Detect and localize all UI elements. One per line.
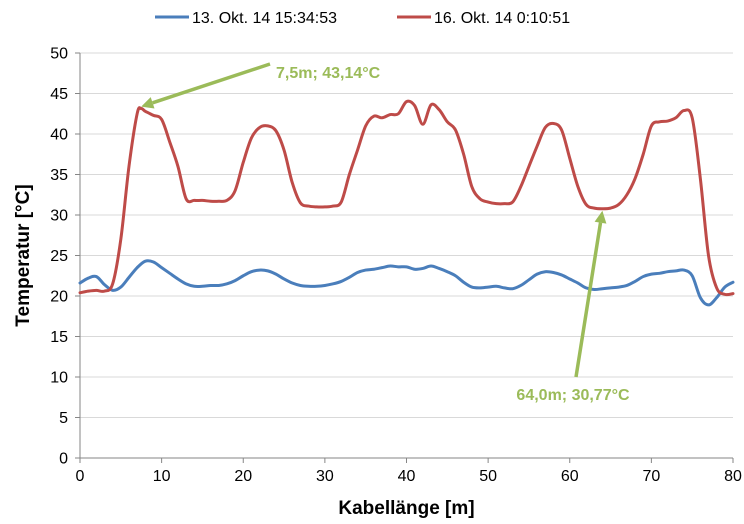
y-tick-label: 30 bbox=[50, 208, 68, 225]
y-tick-label: 10 bbox=[50, 370, 68, 387]
y-tick-label: 5 bbox=[59, 410, 68, 427]
annotation-label: 7,5m; 43,14°C bbox=[276, 65, 381, 82]
y-axis-title: Temperatur [°C] bbox=[13, 184, 34, 326]
y-tick-label: 0 bbox=[59, 451, 68, 468]
annotation-arrow-line bbox=[152, 62, 271, 105]
annotation-label: 64,0m; 30,77°C bbox=[516, 387, 630, 404]
y-tick-label: 25 bbox=[50, 248, 68, 265]
legend: 13. Okt. 14 15:34:53 16. Okt. 14 0:10:51 bbox=[155, 10, 570, 27]
x-tick-label: 0 bbox=[76, 468, 85, 485]
y-tick-label: 15 bbox=[50, 329, 68, 346]
x-tick-label: 40 bbox=[398, 468, 416, 485]
annotation-arrow-head bbox=[594, 210, 607, 224]
series-lines bbox=[78, 99, 735, 307]
y-tick-label: 20 bbox=[50, 289, 68, 306]
series-line-0 bbox=[78, 259, 735, 307]
x-tick-label: 20 bbox=[234, 468, 252, 485]
x-tick-label: 60 bbox=[561, 468, 579, 485]
y-tick-label: 40 bbox=[50, 127, 68, 144]
y-tick-label: 45 bbox=[50, 86, 68, 103]
y-tick-label: 35 bbox=[50, 167, 68, 184]
axes: 0 5 10 15 20 25 30 35 40 45 50 0 10 20 30 40 50 60 70 80 bbox=[50, 46, 742, 486]
x-tick-label: 80 bbox=[724, 468, 742, 485]
y-tick-label: 50 bbox=[50, 46, 68, 63]
legend-label: 16. Okt. 14 0:10:51 bbox=[434, 10, 570, 27]
x-tick-label: 70 bbox=[642, 468, 660, 485]
legend-label: 13. Okt. 14 15:34:53 bbox=[192, 10, 337, 27]
x-axis-title: Kabellänge [m] bbox=[338, 498, 474, 519]
series-line-1 bbox=[78, 99, 735, 297]
x-tick-label: 50 bbox=[479, 468, 497, 485]
annotation-arrow-line bbox=[574, 222, 603, 378]
x-tick-label: 10 bbox=[153, 468, 171, 485]
grid-lines bbox=[80, 52, 733, 418]
x-tick-label: 30 bbox=[316, 468, 334, 485]
annotation-arrow-head bbox=[141, 97, 155, 109]
annotations: 7,5m; 43,14°C 64,0m; 30,77°C bbox=[141, 62, 630, 404]
